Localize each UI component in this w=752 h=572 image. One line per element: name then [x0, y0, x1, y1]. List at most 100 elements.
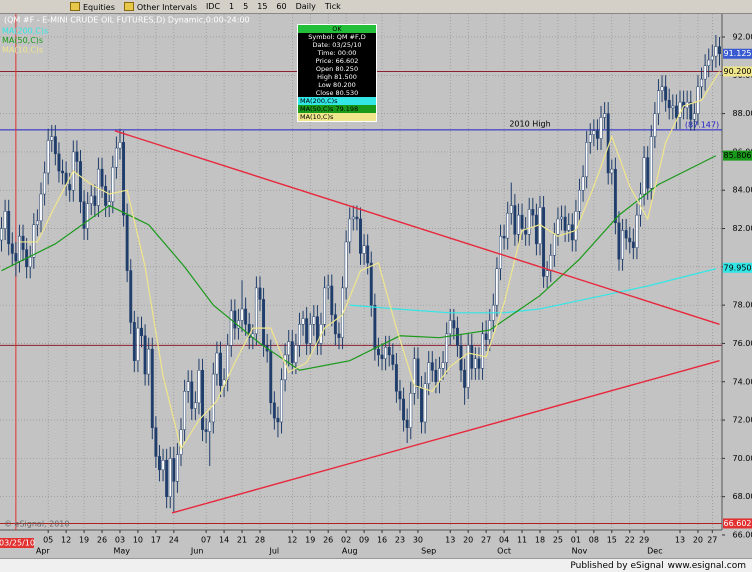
- candle-body: [495, 268, 499, 306]
- candle-body: [657, 90, 660, 114]
- x-tick-label: 04: [499, 536, 509, 545]
- x-tick-label: 12: [61, 536, 71, 545]
- candle-body: [168, 458, 172, 497]
- candle-body: [290, 341, 294, 363]
- candle-body: [445, 333, 449, 363]
- candle-body: [348, 218, 352, 243]
- price-label: 90.200: [724, 67, 752, 76]
- x-tick-label: 13: [675, 536, 685, 545]
- candle-body: [707, 59, 711, 66]
- candle-body: [197, 370, 201, 404]
- candle-body: [481, 333, 485, 369]
- candle-body: [452, 320, 456, 329]
- candle-body: [147, 348, 151, 375]
- cursor-date-box: [0, 538, 34, 548]
- x-tick-label: 14: [219, 536, 229, 545]
- candle-body: [542, 207, 546, 277]
- candle-body: [89, 195, 93, 204]
- candle-body: [193, 402, 197, 409]
- candle-body: [118, 142, 122, 149]
- candle-body: [517, 214, 520, 235]
- candle-body: [667, 99, 671, 109]
- candle-body: [700, 78, 703, 88]
- toolbar-item[interactable]: Other Intervals: [123, 1, 197, 12]
- candle-body: [79, 161, 82, 202]
- candle-body: [595, 130, 599, 139]
- candle-body: [287, 341, 291, 356]
- y-tick-label: 74.00: [733, 377, 752, 386]
- candle-body: [28, 257, 32, 268]
- x-tick-label: 05: [43, 536, 53, 545]
- candle-body: [366, 245, 370, 264]
- candle-body: [161, 460, 165, 471]
- month-label: Dec: [647, 547, 662, 556]
- x-tick-label: 09: [359, 536, 369, 545]
- candle-body: [649, 136, 653, 189]
- toolbar: Equities Other Intervals IDC 1 5 15 60 Daily Tic…: [0, 0, 752, 14]
- candle-body: [552, 234, 556, 256]
- candle-body: [405, 419, 409, 428]
- line-label: 2010 High: [509, 119, 550, 128]
- candle-body: [247, 324, 251, 338]
- y-tick-label: 88.00: [733, 109, 752, 118]
- candle-body: [43, 172, 47, 195]
- candle-body: [610, 168, 614, 174]
- candle-body: [308, 324, 312, 344]
- trend-line: [114, 130, 720, 325]
- candle-body: [430, 362, 434, 371]
- candle-body: [373, 304, 377, 350]
- y-tick-label: 70.00: [733, 454, 752, 463]
- status-text: Published by eSignal: [570, 560, 664, 571]
- x-tick-label: 16: [377, 536, 387, 545]
- candle-body: [477, 358, 481, 369]
- candle-body: [359, 218, 362, 254]
- candle-body: [165, 460, 169, 497]
- toolbar-item[interactable]: Tick: [324, 2, 341, 11]
- x-tick-label: 26: [323, 536, 333, 545]
- watermark: © eSignal, 2010: [4, 520, 69, 529]
- candle-body: [416, 358, 420, 388]
- price-label-box: [723, 262, 752, 273]
- toolbar-item[interactable]: Daily: [295, 2, 316, 11]
- candle-body: [664, 86, 668, 101]
- toolbar-item[interactable]: 15: [257, 2, 268, 11]
- legend-entry: MA(50,C)s: [2, 36, 43, 45]
- candle-body: [646, 157, 650, 189]
- legend-entry: MA(200,C)s: [2, 27, 48, 36]
- candle-body: [179, 429, 183, 455]
- status-link[interactable]: www.esignal.com: [667, 560, 746, 571]
- month-label: May: [113, 547, 130, 556]
- toolbar-item[interactable]: IDC: [205, 2, 221, 11]
- data-window-row: High 81.500: [317, 73, 357, 81]
- toolbar-item[interactable]: 60: [276, 2, 287, 11]
- candle-body: [689, 101, 693, 120]
- month-label: Nov: [572, 547, 588, 556]
- data-window: OK Symbol: QM #F,D Date: 03/25/10 Time: 00:…: [297, 24, 377, 122]
- price-label: 85.806: [724, 151, 752, 160]
- candle-body: [567, 224, 571, 231]
- toolbar-item[interactable]: Equities: [70, 1, 115, 12]
- candle-body: [470, 345, 474, 369]
- price-label: 91.125: [724, 49, 752, 58]
- candle-body: [603, 113, 607, 118]
- data-window-row: Low 80.200: [318, 81, 356, 89]
- x-tick-label: 20: [463, 536, 473, 545]
- toolbar-item[interactable]: 1: [229, 2, 235, 11]
- candle-body: [14, 253, 18, 262]
- candle-body: [50, 136, 54, 141]
- x-tick-label: 27: [707, 536, 717, 545]
- candle-body: [140, 327, 143, 337]
- candle-body: [312, 316, 316, 325]
- candle-body: [710, 55, 714, 61]
- candle-body: [125, 214, 129, 271]
- toolbar-item[interactable]: 5: [243, 2, 249, 11]
- candle-body: [545, 270, 549, 277]
- candle-body: [211, 373, 215, 423]
- candle-body: [563, 216, 567, 231]
- candle-body: [132, 322, 136, 361]
- candle-body: [323, 287, 327, 325]
- candle-body: [32, 224, 36, 258]
- price-label-box: [723, 518, 752, 529]
- candle-body: [330, 285, 334, 315]
